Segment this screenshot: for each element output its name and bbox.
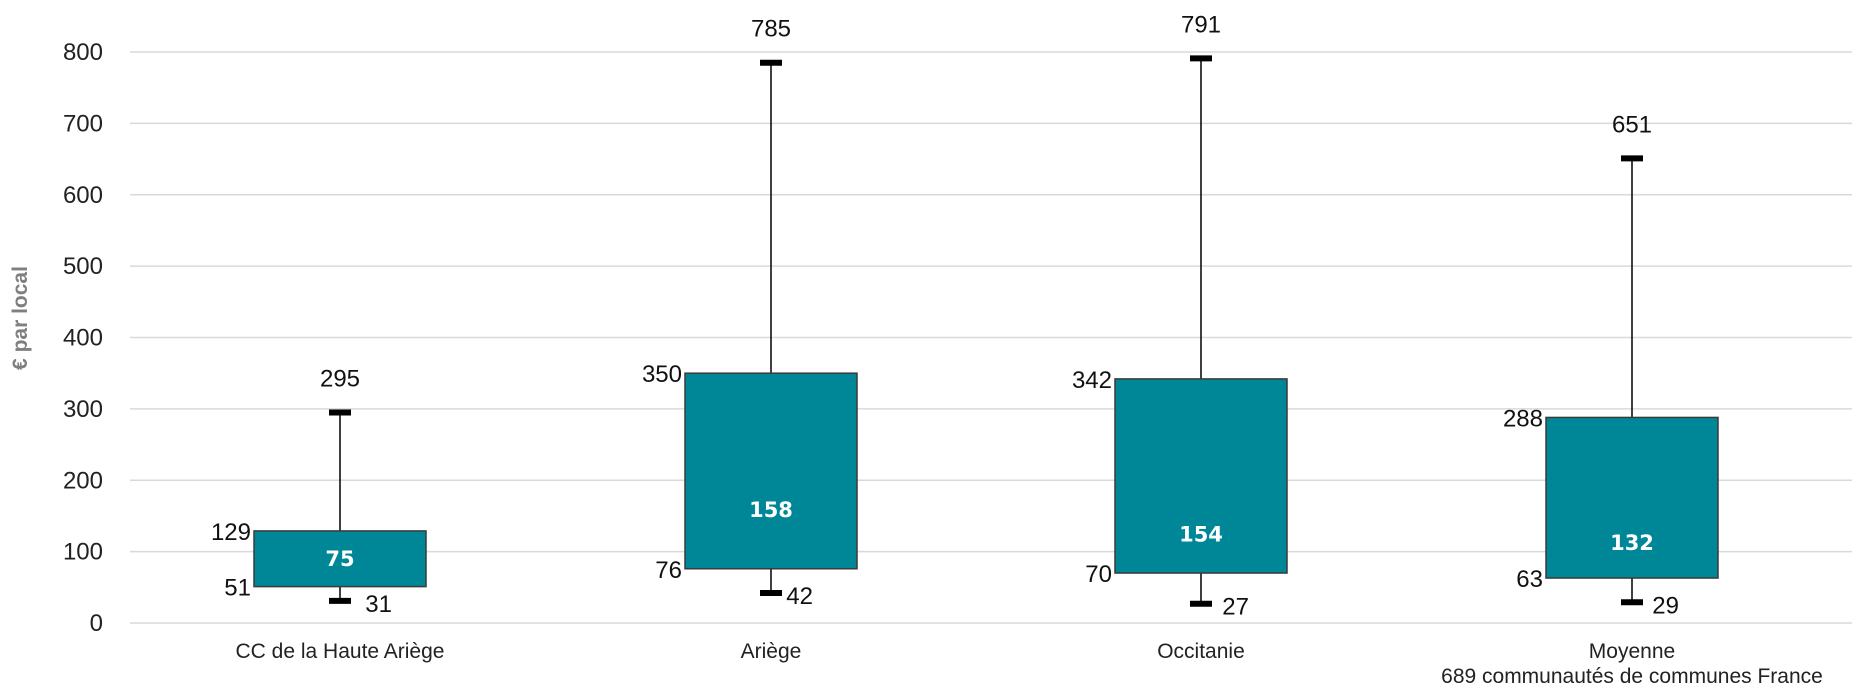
min-value-label: 27 (1222, 594, 1249, 621)
min-value-label: 42 (786, 583, 813, 610)
min-value-label: 31 (365, 591, 392, 618)
q3-value-label: 342 (1072, 367, 1112, 394)
q3-value-label: 129 (211, 519, 251, 546)
x-category-label: CC de la Haute Ariège (236, 640, 445, 663)
median-value-label: 75 (325, 547, 354, 571)
max-value-label: 651 (1612, 111, 1652, 138)
y-axis-ticks: 0 100 200 300 400 500 600 700 800 (63, 39, 103, 637)
iqr-box (1114, 378, 1288, 574)
y-tick-label: 700 (63, 110, 103, 137)
max-value-label: 791 (1181, 11, 1221, 38)
iqr-box (684, 372, 858, 570)
x-category-label: 689 communautés de communes France (1441, 665, 1823, 688)
x-axis-labels: CC de la Haute Ariège Ariège Occitanie Moye… (236, 640, 1823, 688)
y-tick-label: 300 (63, 396, 103, 423)
x-category-label: Ariège (741, 640, 802, 663)
box-group: 295 31 129 51 75 (211, 365, 427, 618)
iqr-box (1545, 416, 1719, 579)
box-group: 651 29 288 63 132 (1503, 111, 1719, 619)
median-value-label: 132 (1610, 531, 1654, 555)
q1-value-label: 51 (224, 575, 251, 602)
box-group: 791 27 342 70 154 (1072, 11, 1288, 621)
iqr-box (253, 530, 427, 588)
min-value-label: 29 (1652, 592, 1679, 619)
y-tick-label: 100 (63, 539, 103, 566)
max-value-label: 295 (320, 365, 360, 392)
q3-value-label: 350 (642, 361, 682, 388)
median-value-label: 154 (1179, 522, 1223, 546)
q1-value-label: 63 (1516, 566, 1543, 593)
y-axis-label: € par local (9, 266, 32, 370)
boxes: 295 31 129 51 75 785 42 350 76 158 791 27 342 70 154 65… (211, 11, 1719, 621)
y-tick-label: 500 (63, 253, 103, 280)
q1-value-label: 70 (1085, 561, 1112, 588)
y-tick-label: 600 (63, 182, 103, 209)
max-value-label: 785 (751, 16, 791, 43)
x-category-label: Moyenne (1589, 640, 1675, 663)
median-value-label: 158 (749, 498, 793, 522)
y-tick-label: 400 (63, 325, 103, 352)
y-tick-label: 200 (63, 467, 103, 494)
x-category-label: Occitanie (1157, 640, 1245, 663)
y-tick-label: 0 (90, 610, 103, 637)
y-tick-label: 800 (63, 39, 103, 66)
box-group: 785 42 350 76 158 (642, 16, 858, 610)
q3-value-label: 288 (1503, 405, 1543, 432)
q1-value-label: 76 (655, 557, 682, 584)
